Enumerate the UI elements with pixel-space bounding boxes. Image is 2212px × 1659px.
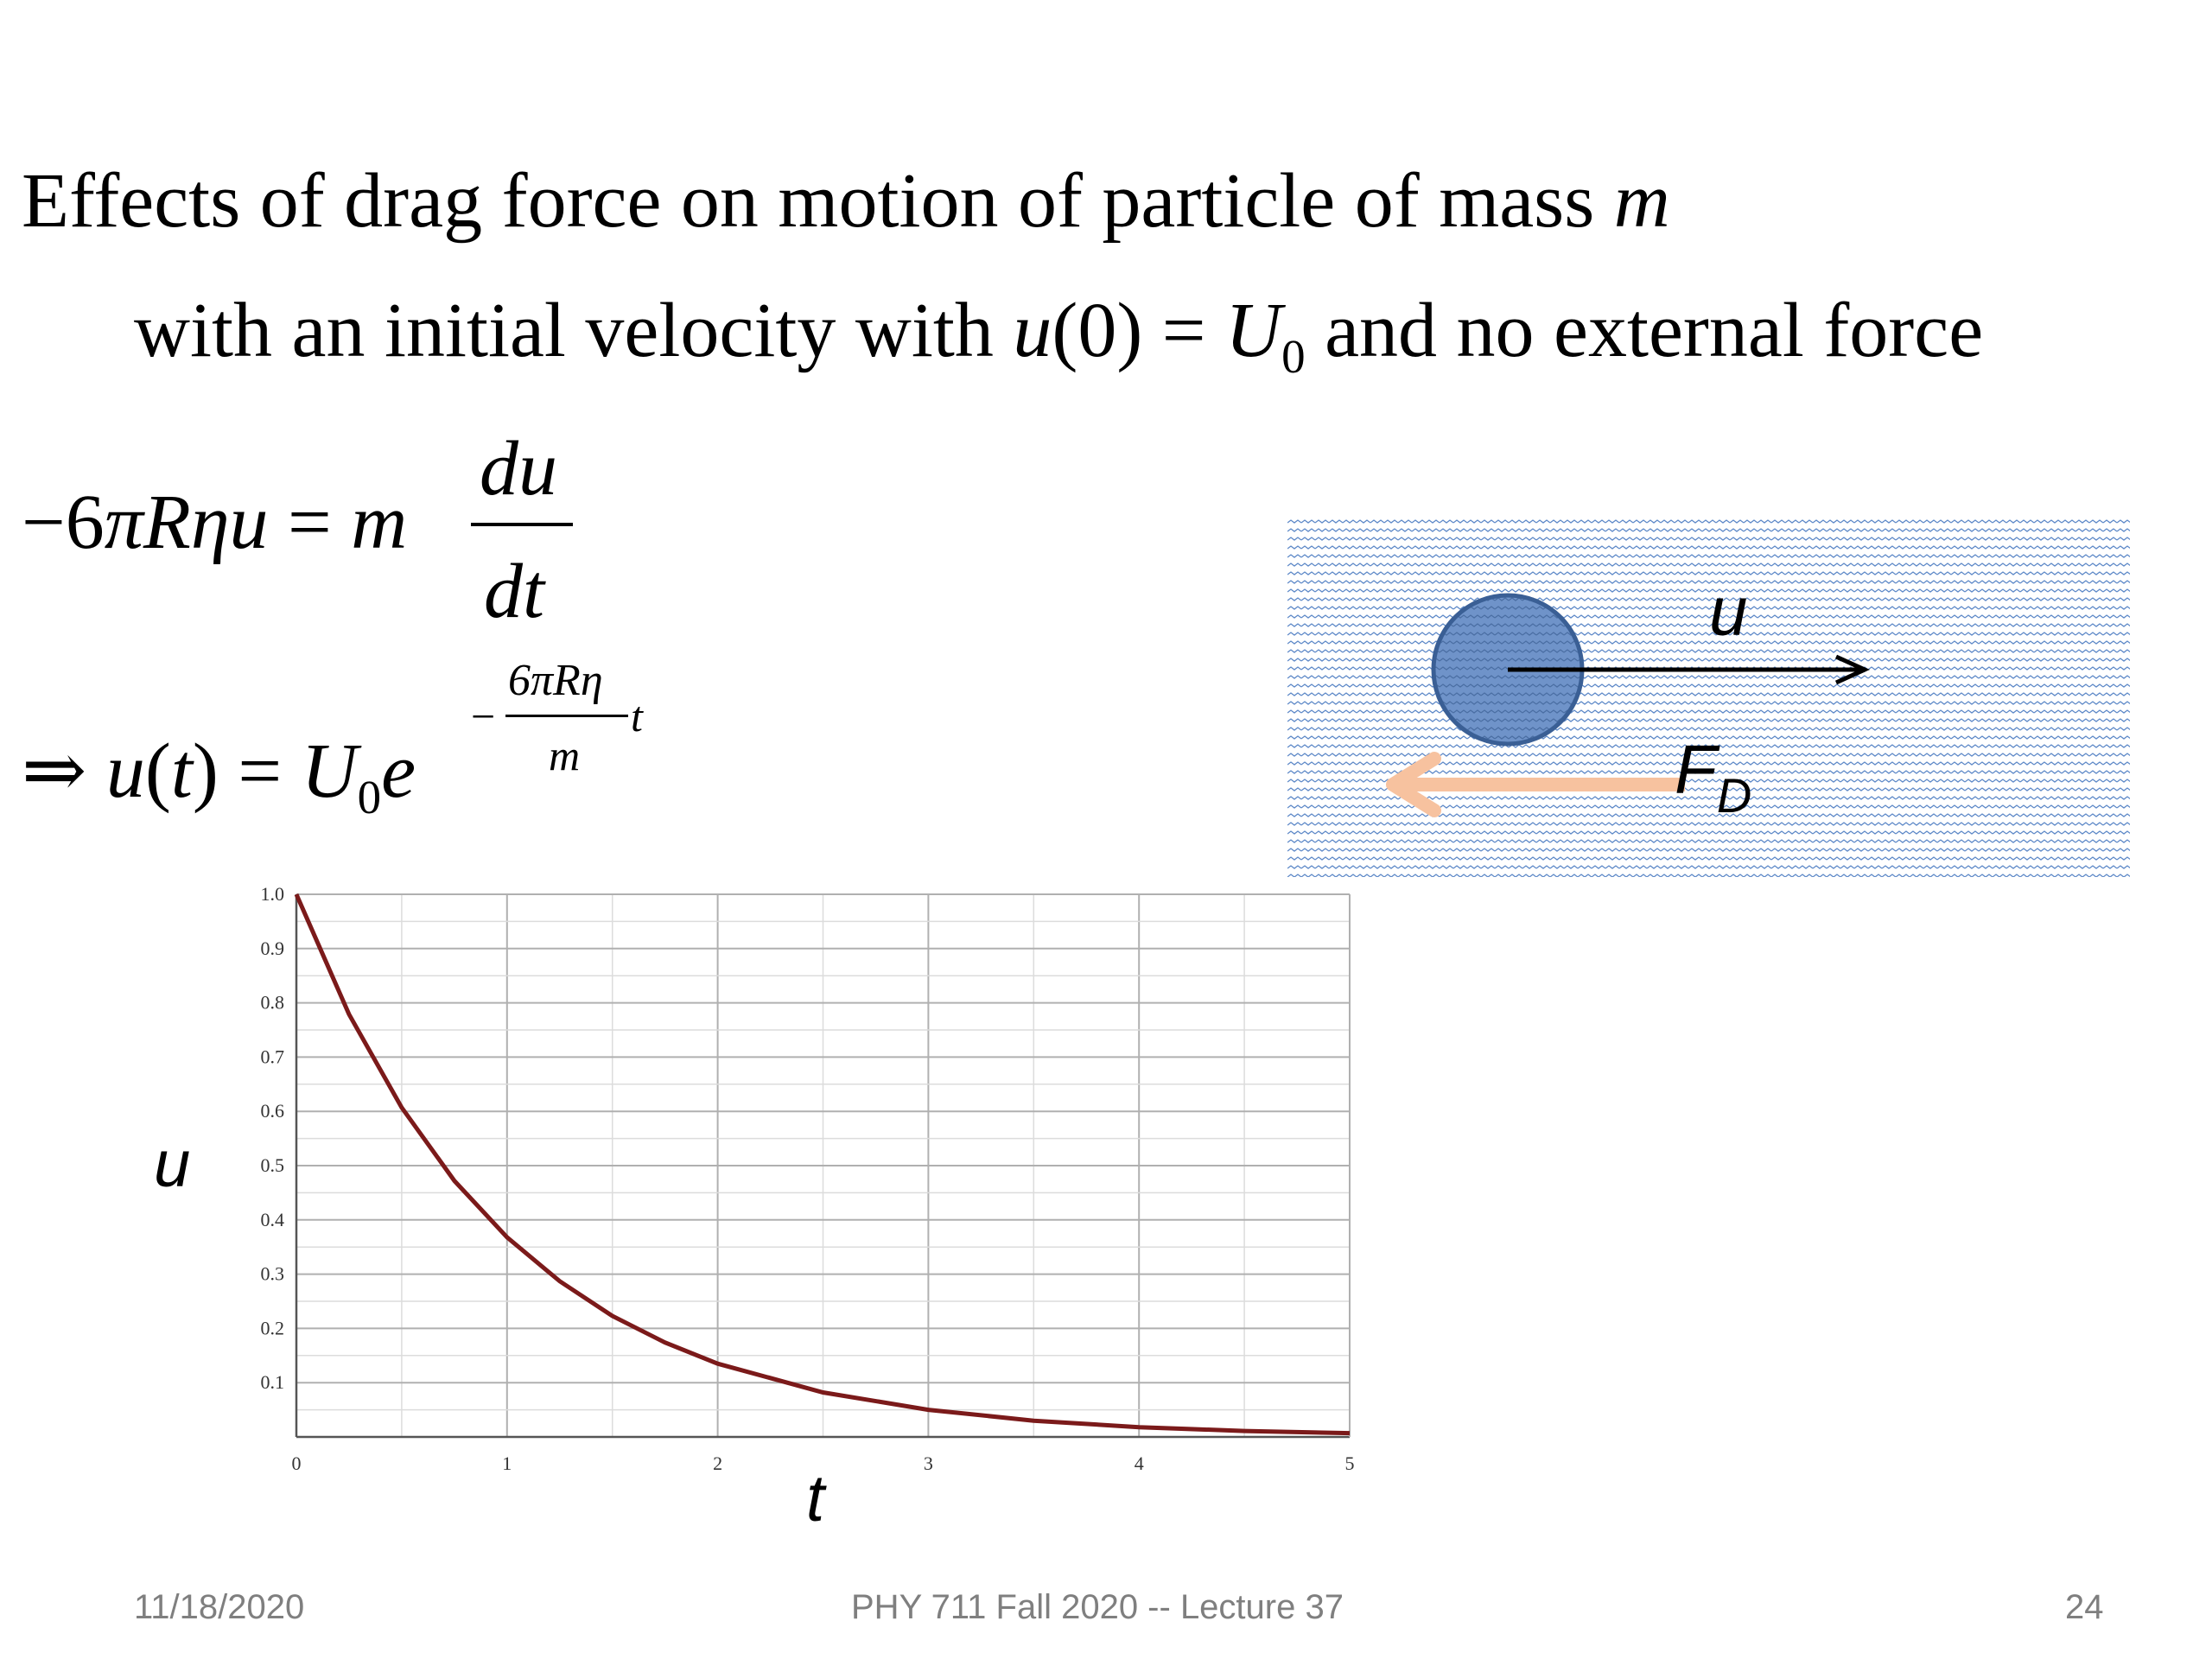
var-U: U: [1225, 288, 1282, 373]
eq2-equals: =: [218, 728, 302, 814]
x-tick-label: 3: [924, 1452, 933, 1474]
velocity-label: u: [1709, 573, 1748, 650]
footer-course: PHY 711 Fall 2020 -- Lecture 37: [851, 1588, 1344, 1626]
exponent-denominator: m: [549, 731, 581, 779]
fluid-diagram: u FD: [1287, 518, 2130, 877]
eq2-t: t: [170, 728, 193, 814]
chart-grid: [296, 893, 1351, 1437]
y-tick-label: 1.0: [261, 883, 285, 905]
drag-force-label: FD: [1675, 731, 1751, 823]
y-tick-label: 0.7: [261, 1046, 285, 1067]
x-tick-label: 0: [292, 1452, 302, 1474]
eq2-U: U: [301, 728, 358, 814]
equals: =: [1142, 288, 1226, 373]
title-text-2a: with an initial velocity with: [134, 288, 1014, 373]
eq1-m: m: [351, 480, 408, 565]
drag-equation: −6πRηu = m: [22, 484, 407, 562]
drag-label-sub: D: [1717, 768, 1751, 823]
eq2-open: (: [144, 728, 171, 814]
paren-zero: (0): [1052, 288, 1143, 373]
title-text-2b: and no external force: [1305, 288, 1984, 373]
var-u: u: [1013, 288, 1052, 373]
velocity-decay-chart: 0 1 2 3 4 5 0.1 0.2 0.3 0.4 0.5 0.6 0.7 0.8 0.9 1.0 u t: [154, 883, 1355, 1535]
x-tick-label: 2: [713, 1452, 722, 1474]
mass-variable: m: [1613, 158, 1670, 244]
y-tick-label: 0.3: [261, 1263, 285, 1285]
y-tick-label: 0.1: [261, 1371, 285, 1393]
y-axis-label: u: [154, 1128, 190, 1201]
eq1-u: u: [229, 480, 269, 565]
footer-date: 11/18/2020: [134, 1588, 305, 1626]
solution-equation: ⇒ u(t) = U0e: [22, 733, 416, 823]
eq1-fraction-bar: [471, 523, 573, 526]
eq1-pi: π: [104, 480, 143, 565]
eq1-eta: η: [190, 480, 230, 565]
title-text: Effects of drag force on motion of parti…: [22, 158, 1614, 244]
slide-title-line-2: with an initial velocity with u(0) = U0 …: [134, 292, 1983, 383]
eq2-e: e: [381, 728, 416, 814]
eq2-close: ): [192, 728, 219, 814]
sub-zero: 0: [1281, 330, 1306, 383]
x-tick-label: 5: [1345, 1452, 1355, 1474]
drag-arrowhead: [1386, 752, 1441, 817]
y-tick-label: 0.5: [261, 1154, 285, 1176]
drag-label-main: F: [1675, 731, 1720, 808]
y-tick-label: 0.6: [261, 1100, 285, 1122]
eq1-R: R: [143, 480, 191, 565]
y-tick-label: 0.4: [261, 1209, 285, 1230]
eq1-denominator: dt: [484, 549, 545, 634]
footer-page: 24: [2065, 1588, 2104, 1626]
exponent-t: t: [631, 692, 643, 741]
chart-ticks: 0 1 2 3 4 5 0.1 0.2 0.3 0.4 0.5 0.6 0.7 0.8 0.9 1.0: [261, 883, 1355, 1474]
exponent-minus: −: [471, 692, 496, 741]
eq1-numerator: du: [480, 426, 557, 512]
x-axis-label: t: [806, 1462, 827, 1535]
eq2-sub: 0: [357, 771, 382, 823]
eq1-equals: =: [268, 480, 352, 565]
y-tick-label: 0.8: [261, 992, 285, 1014]
x-tick-label: 4: [1135, 1452, 1144, 1474]
fluid-background: [1287, 518, 2130, 877]
y-tick-label: 0.9: [261, 938, 285, 959]
eq1-coef: −6: [22, 480, 105, 565]
y-tick-label: 0.2: [261, 1317, 285, 1338]
implies-symbol: ⇒: [22, 728, 87, 814]
exponent-numerator: 6πRη: [508, 656, 603, 705]
chart-axes: [295, 894, 1351, 1439]
x-tick-label: 1: [502, 1452, 512, 1474]
eq2-u: u: [105, 728, 145, 814]
decay-curve: [294, 893, 1351, 1436]
exponent-fraction-bar: [505, 715, 628, 717]
velocity-arrowhead: [1834, 654, 1871, 685]
slide-title-line-1: Effects of drag force on motion of parti…: [22, 162, 1670, 240]
